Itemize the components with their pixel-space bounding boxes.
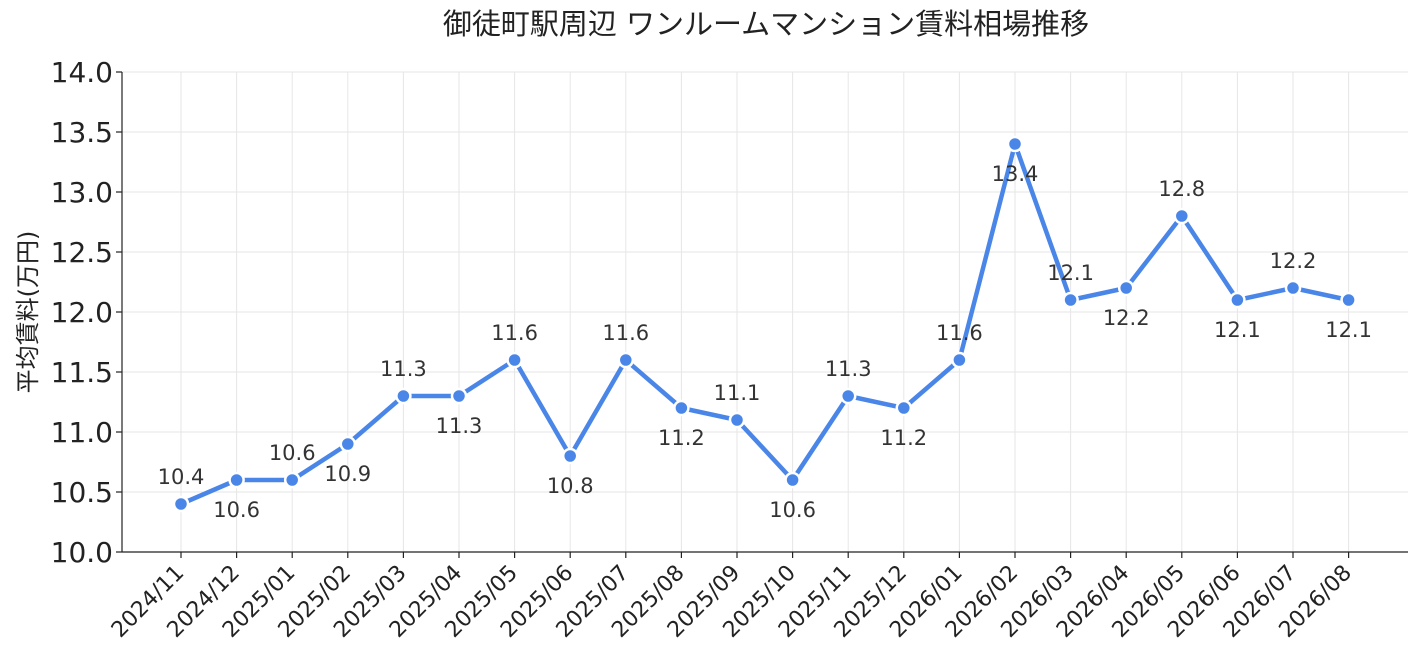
data-label: 10.6 — [769, 498, 816, 522]
data-point — [1173, 207, 1191, 225]
data-point — [784, 471, 801, 489]
data-label: 11.3 — [436, 414, 483, 438]
data-point — [506, 351, 523, 369]
data-label: 12.2 — [1270, 249, 1317, 273]
data-point — [1062, 291, 1079, 309]
y-tick-label: 11.0 — [51, 416, 113, 449]
data-label: 11.2 — [658, 426, 705, 450]
data-point — [673, 399, 690, 417]
data-label: 11.6 — [936, 321, 983, 345]
y-axis-label: 平均賃料(万円) — [14, 231, 42, 394]
series-line — [178, 141, 1351, 507]
data-point — [728, 411, 746, 429]
data-label: 12.8 — [1158, 177, 1205, 201]
y-tick-label: 10.5 — [51, 476, 113, 509]
data-label: 12.1 — [1047, 261, 1094, 285]
data-label: 10.4 — [158, 465, 205, 489]
data-point — [1340, 291, 1357, 309]
gridlines — [122, 71, 1408, 553]
data-point — [1229, 291, 1246, 309]
data-label: 11.1 — [714, 381, 761, 405]
x-axis-ticks: 2024/112024/122025/012025/022025/032025/… — [107, 552, 1357, 643]
data-label: 10.6 — [213, 498, 260, 522]
data-point — [450, 387, 468, 405]
data-point — [1006, 135, 1024, 153]
data-label: 11.3 — [825, 357, 872, 381]
y-tick-label: 11.5 — [51, 356, 113, 389]
data-label: 11.6 — [602, 321, 649, 345]
data-point — [1117, 279, 1135, 297]
data-point — [283, 471, 301, 489]
data-points — [172, 135, 1357, 513]
y-axis-ticks: 10.0 10.5 11.0 11.5 12.0 12.5 13.0 13.5 14.0 — [51, 56, 122, 569]
data-label: 12.1 — [1214, 318, 1261, 342]
data-point — [339, 435, 357, 453]
y-tick-label: 10.0 — [51, 536, 113, 569]
data-point — [617, 351, 635, 369]
y-tick-label: 12.0 — [51, 296, 113, 329]
data-point — [839, 387, 857, 405]
y-tick-label: 13.5 — [51, 116, 113, 149]
data-point — [951, 351, 968, 369]
data-label: 12.1 — [1325, 318, 1372, 342]
data-label: 11.3 — [380, 357, 427, 381]
data-point — [395, 387, 412, 405]
data-label: 13.4 — [992, 162, 1039, 186]
data-label: 10.8 — [547, 474, 594, 498]
data-point — [561, 447, 579, 465]
data-point — [172, 495, 190, 513]
y-tick-label: 12.5 — [51, 236, 113, 269]
data-label: 11.2 — [880, 426, 927, 450]
y-tick-label: 14.0 — [51, 56, 113, 89]
y-tick-label: 13.0 — [51, 176, 113, 209]
data-labels: 10.4 10.6 10.6 10.9 11.3 11.3 11.6 10.8 11.6 11.2… — [158, 162, 1372, 522]
chart-title: 御徒町駅周辺 ワンルームマンション賃料相場推移 — [443, 7, 1089, 41]
data-point — [1284, 279, 1302, 297]
data-point — [895, 399, 913, 417]
data-label: 12.2 — [1103, 306, 1150, 330]
data-label: 10.6 — [269, 441, 316, 465]
data-label: 10.9 — [324, 462, 371, 486]
data-label: 11.6 — [491, 321, 538, 345]
data-point — [228, 471, 245, 489]
